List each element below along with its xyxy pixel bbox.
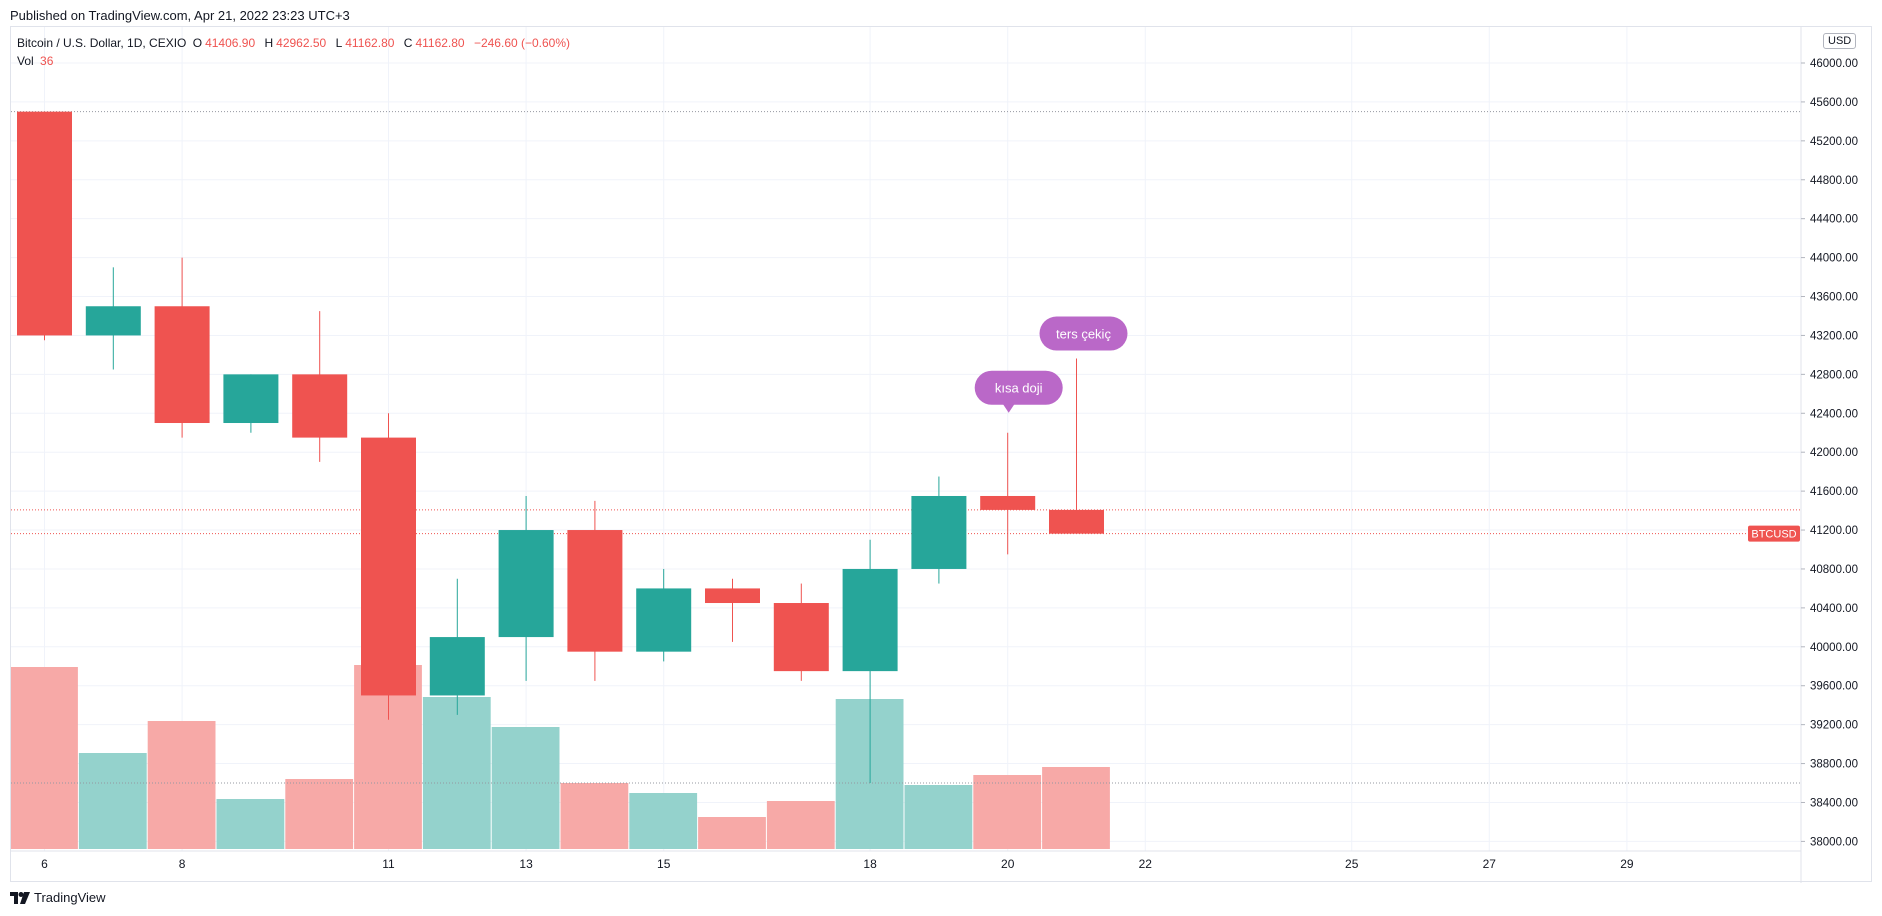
low-label: L (335, 36, 343, 50)
price-tick-label: 43600.00 (1810, 292, 1858, 304)
candlestick-chart[interactable]: kısa doji ters çekiç 46000.00 45600.00 45200… (11, 27, 1873, 883)
candle-body (17, 111, 72, 336)
time-tick-label: 25 (1345, 857, 1359, 871)
symbol-description: Bitcoin / U.S. Dollar, 1D, CEXIO (17, 36, 187, 50)
tradingview-logo-icon (10, 891, 30, 904)
price-tick-label: 46000.00 (1810, 58, 1858, 70)
currency-button[interactable]: USD (1823, 33, 1857, 49)
price-tag-label: BTCUSD (1751, 529, 1796, 541)
volume-bar (766, 801, 835, 849)
close-value: 41162.80 (415, 36, 465, 50)
chart-legend: Bitcoin / U.S. Dollar, 1D, CEXIO O 41406.… (17, 34, 573, 70)
volume-bar (11, 667, 78, 849)
price-tick-label: 42000.00 (1810, 447, 1858, 459)
price-tick-label: 38400.00 (1810, 797, 1858, 809)
time-tick-label: 11 (382, 857, 395, 871)
time-tick-label: 6 (41, 857, 48, 871)
volume-bar (216, 799, 285, 849)
candle-body (842, 568, 898, 672)
high-value: 42962.50 (276, 36, 327, 50)
volume-bar (698, 817, 766, 849)
volume-bar (422, 697, 491, 849)
volume-label: Vol (17, 54, 34, 68)
volume-bar (629, 793, 698, 849)
close-label: C (403, 36, 413, 50)
price-tick-label: 44400.00 (1810, 214, 1858, 226)
change-value: −246.60 (−0.60%) (473, 36, 571, 50)
price-tick-label: 44000.00 (1810, 253, 1858, 265)
candle-body (773, 603, 829, 672)
candle-body (498, 530, 554, 638)
volume-bar (904, 785, 973, 849)
annotation-label: kısa doji (995, 381, 1043, 396)
candle-body (705, 588, 760, 604)
candle-body (429, 637, 485, 696)
price-tick-label: 42400.00 (1810, 408, 1858, 420)
volume-value: 36 (40, 54, 54, 68)
price-tick-label: 39200.00 (1810, 720, 1858, 732)
price-tick-label: 43200.00 (1810, 330, 1858, 342)
time-tick-label: 8 (179, 857, 186, 871)
published-label: Published on TradingView.com, Apr 21, 20… (10, 8, 350, 23)
time-tick-label: 27 (1483, 857, 1497, 871)
annotation-label: ters çekiç (1056, 327, 1111, 342)
candle-body (980, 495, 1036, 510)
candle-body (361, 437, 416, 696)
price-tick-label: 40800.00 (1810, 564, 1858, 576)
open-label: O (192, 36, 203, 50)
time-tick-label: 22 (1139, 857, 1153, 871)
chart-frame: kısa doji ters çekiç 46000.00 45600.00 45200… (10, 26, 1873, 883)
price-tick-label: 38000.00 (1810, 836, 1858, 848)
volume-bar (147, 721, 216, 849)
annotation-pointer (1002, 403, 1015, 413)
candle-body (154, 306, 210, 424)
open-value: 41406.90 (205, 36, 256, 50)
price-tick-label: 44800.00 (1810, 175, 1858, 187)
time-tick-label: 20 (1001, 857, 1015, 871)
price-tick-label: 38800.00 (1810, 759, 1858, 771)
price-tick-label: 39600.00 (1810, 681, 1858, 693)
price-tick-label: 41600.00 (1810, 486, 1858, 498)
annotation-bubble (1039, 316, 1128, 351)
price-tick-label: 45200.00 (1810, 136, 1858, 148)
low-value: 41162.80 (345, 36, 395, 50)
candle-body (223, 374, 279, 424)
volume-bar (285, 779, 354, 849)
price-tag-bg (1748, 525, 1800, 542)
annotation-bubble (974, 370, 1063, 405)
volume-bar (973, 775, 1042, 849)
candle-body (292, 374, 348, 438)
volume-bar (491, 727, 560, 849)
candle-body (636, 588, 692, 652)
price-tick-label: 40000.00 (1810, 642, 1858, 654)
time-tick-label: 15 (657, 857, 671, 871)
candle-body (911, 495, 967, 569)
high-label: H (264, 36, 274, 50)
volume-bar (78, 753, 147, 849)
price-tick-label: 45600.00 (1810, 97, 1858, 109)
price-tick-label: 42800.00 (1810, 369, 1858, 381)
candle-body (567, 530, 623, 652)
footer-brand-label: TradingView (34, 890, 106, 905)
time-tick-label: 18 (863, 857, 877, 871)
candle-body (85, 306, 141, 336)
time-tick-label: 29 (1620, 857, 1634, 871)
price-tick-label: 40400.00 (1810, 603, 1858, 615)
volume-bar (560, 783, 629, 849)
volume-bar (1042, 767, 1110, 849)
candle-body (1049, 509, 1104, 534)
footer-brand[interactable]: TradingView (10, 890, 106, 905)
time-tick-label: 13 (519, 857, 533, 871)
price-tick-label: 41200.00 (1810, 525, 1858, 537)
